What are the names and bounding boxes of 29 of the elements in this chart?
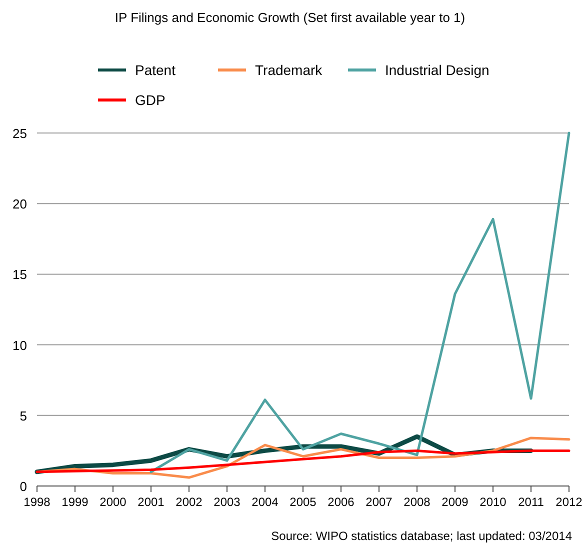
x-tick-label: 2012 xyxy=(556,495,583,509)
line-series xyxy=(36,449,570,474)
x-tick-label: 2009 xyxy=(442,495,469,509)
y-tick-label: 10 xyxy=(12,338,27,353)
y-tick-label: 25 xyxy=(12,126,27,141)
x-tick-label: 2002 xyxy=(176,495,203,509)
legend-label: Trademark xyxy=(255,62,324,78)
x-tick-label: 2001 xyxy=(138,495,165,509)
y-tick-label: 20 xyxy=(12,196,27,212)
x-tick-label: 1999 xyxy=(62,495,89,509)
y-tick-label: 15 xyxy=(12,267,27,282)
x-tick-label: 2005 xyxy=(290,495,317,509)
chart-title: IP Filings and Economic Growth (Set first available year to 1) xyxy=(114,10,466,25)
legend-label: Patent xyxy=(135,62,176,78)
x-tick-label: 2003 xyxy=(214,495,241,509)
x-tick-label: 2004 xyxy=(252,495,279,509)
legend-label: GDP xyxy=(135,92,166,108)
x-tick-label: 2010 xyxy=(480,495,507,509)
x-tick-label: 2011 xyxy=(518,495,544,509)
line-series xyxy=(150,132,570,474)
legend-label: Industrial Design xyxy=(385,62,490,78)
x-tick-label: 2007 xyxy=(366,495,393,509)
source-note: Source: WIPO statistics database; last updated: 03/2014 xyxy=(271,529,572,543)
y-tick-label: 5 xyxy=(20,408,27,424)
x-tick-label: 2000 xyxy=(100,495,127,509)
y-tick-label: 0 xyxy=(20,479,27,494)
x-tick-label: 2006 xyxy=(328,495,355,509)
x-tick-label: 2008 xyxy=(404,495,431,509)
x-tick-label: 1998 xyxy=(24,495,51,509)
